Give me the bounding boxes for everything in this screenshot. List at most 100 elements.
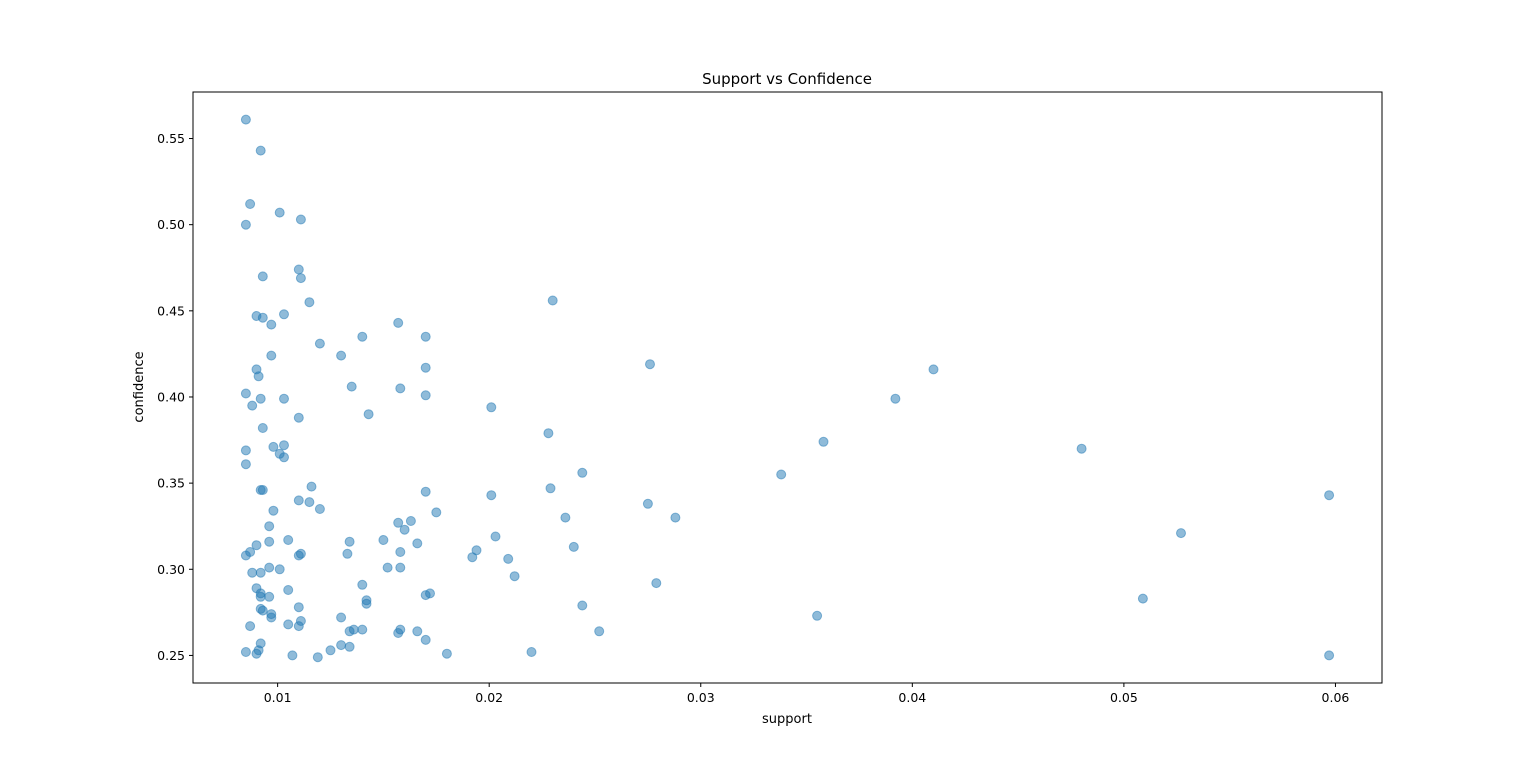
data-point-67 [399,524,410,535]
data-point-27 [395,383,406,394]
data-point-1 [255,145,266,156]
x-axis-label: support [762,712,812,727]
data-point-45 [279,452,289,463]
data-point-124 [420,634,431,645]
data-point-62 [560,512,571,523]
data-point-78 [395,547,406,557]
data-point-52 [545,483,556,494]
data-point-56 [293,495,304,506]
data-point-13 [279,309,289,320]
data-point-63 [670,512,681,523]
data-point-135 [312,652,323,663]
data-point-75 [412,538,423,549]
data-point-16 [357,331,368,342]
x-tick-label: 0.04 [898,690,926,705]
data-point-30 [255,393,266,404]
data-point-132 [441,648,452,659]
data-point-92 [509,571,520,582]
data-point-126 [336,640,347,651]
data-point-59 [314,504,325,514]
data-point-36 [293,412,304,423]
data-point-9 [304,297,315,308]
data-point-102 [1137,593,1148,604]
data-point-69 [490,531,501,542]
data-point-8 [257,271,268,282]
x-tick-label: 0.05 [1110,690,1138,705]
y-tick-label: 0.35 [157,476,185,491]
chart-title: Support vs Confidence [702,70,872,88]
data-point-35 [363,409,374,420]
data-point-21 [645,359,655,370]
data-point-6 [293,264,304,275]
data-point-83 [293,550,304,561]
data-point-110 [266,612,277,623]
data-point-39 [818,436,829,447]
data-point-31 [279,393,289,404]
data-point-47 [577,467,588,478]
data-point-32 [890,393,901,404]
data-point-111 [812,610,823,621]
data-point-114 [283,619,294,630]
data-point-120 [344,626,355,637]
x-tick-label: 0.06 [1322,690,1350,705]
data-point-57 [304,497,315,508]
data-point-87 [382,562,393,573]
data-point-88 [395,562,406,573]
y-tick-label: 0.30 [157,562,185,577]
data-point-99 [425,588,435,599]
points-layer [240,114,1335,663]
data-point-26 [346,381,357,392]
data-point-17 [420,331,431,342]
data-point-46 [240,459,251,470]
data-point-20 [266,350,277,361]
data-point-72 [378,535,389,545]
data-point-81 [342,548,353,559]
data-point-3 [274,207,285,218]
data-point-65 [405,516,416,526]
x-tick-label: 0.01 [264,690,292,705]
data-point-40 [268,441,279,452]
data-point-85 [503,553,514,564]
data-point-70 [283,535,294,545]
data-point-84 [467,552,478,563]
data-point-68 [1176,528,1186,539]
data-point-76 [568,541,579,552]
data-point-42 [240,445,251,456]
y-tick-label: 0.45 [157,303,185,318]
data-point-25 [420,362,431,373]
y-tick-label: 0.40 [157,389,185,404]
data-point-2 [245,199,256,209]
data-point-24 [253,371,264,382]
data-point-4 [295,214,306,225]
data-point-37 [257,423,268,433]
data-point-55 [1324,490,1335,501]
data-point-101 [255,591,266,602]
data-point-121 [412,626,423,637]
x-axis-ticks: 0.01 0.02 0.03 0.04 0.05 0.06 [264,683,1350,705]
data-point-122 [594,626,605,637]
data-point-73 [264,536,275,547]
data-point-82 [240,550,251,561]
data-point-71 [344,536,355,547]
data-point-48 [776,469,787,480]
data-point-104 [361,598,372,609]
data-point-19 [336,350,347,361]
data-point-106 [293,602,304,613]
data-point-12 [257,312,268,323]
data-point-105 [577,600,588,611]
data-point-22 [928,364,939,375]
data-point-93 [357,579,368,590]
data-point-43 [1076,443,1087,454]
y-tick-label: 0.55 [157,131,185,146]
data-point-61 [431,507,442,518]
data-point-116 [245,621,256,632]
data-point-7 [295,273,306,284]
data-point-64 [393,517,404,528]
data-point-10 [547,295,558,306]
data-point-49 [306,481,317,492]
data-point-127 [344,641,355,652]
data-point-74 [251,540,262,551]
data-point-54 [486,490,497,501]
